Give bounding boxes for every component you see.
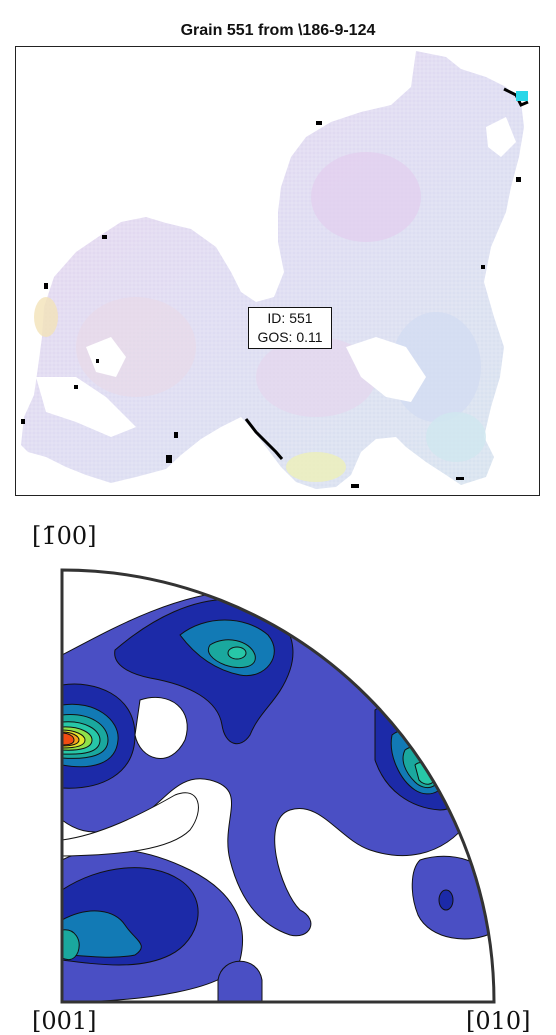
contour-level-4-lower bbox=[62, 929, 80, 961]
grain-info-label: ID: 551 GOS: 0.11 bbox=[248, 307, 332, 349]
grain-map-canvas bbox=[16, 47, 539, 495]
contour-level-9 bbox=[62, 732, 75, 746]
figure-title: Grain 551 from \186-9-124 bbox=[180, 22, 376, 39]
grain-orientation-map bbox=[15, 46, 540, 496]
pole-axis-bottom-left-label: [001] bbox=[32, 1007, 97, 1035]
pole-figure bbox=[60, 568, 496, 1004]
pole-axis-bottom-right-label: [010] bbox=[466, 1007, 531, 1035]
contour-level-2-spot bbox=[438, 889, 454, 911]
pole-axis-top-label: [1̄00] bbox=[32, 522, 97, 550]
contour-level-5 bbox=[227, 646, 247, 660]
grain-gos-text: GOS: 0.11 bbox=[257, 329, 323, 345]
contour-level-1-bottom bbox=[217, 960, 263, 1002]
pole-figure-boundary bbox=[60, 568, 496, 1004]
grain-id-text: ID: 551 bbox=[267, 310, 313, 326]
contour-level-3-lower bbox=[62, 910, 142, 958]
